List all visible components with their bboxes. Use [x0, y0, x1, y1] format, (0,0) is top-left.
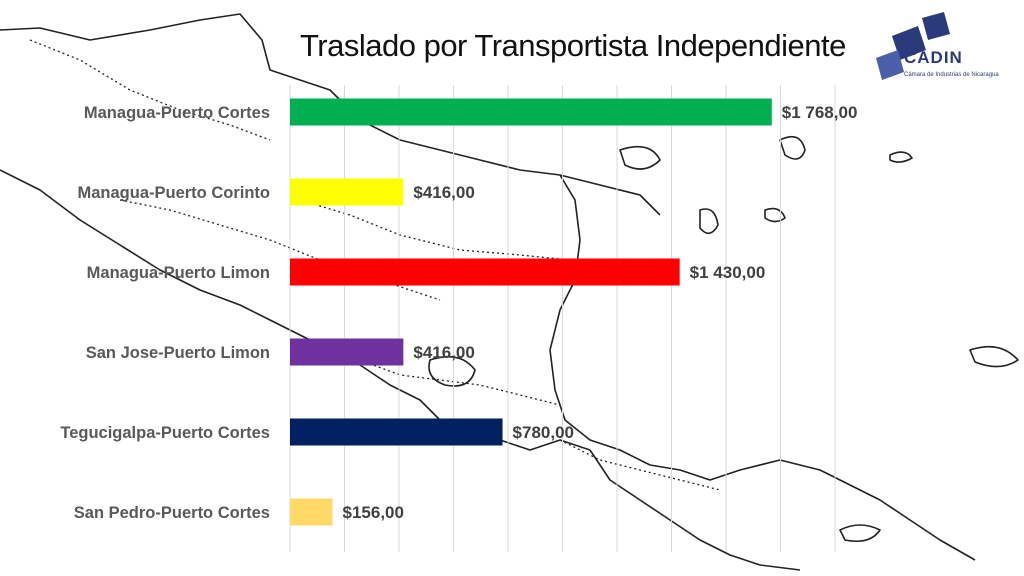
bar-2 — [290, 258, 680, 286]
value-label-4: $780,00 — [513, 423, 574, 442]
map-coastline-east — [549, 174, 976, 561]
value-label-5: $156,00 — [343, 503, 404, 522]
logo-subtitle: Cámara de Industrias de Nicaragua — [904, 72, 999, 78]
bar-1 — [290, 178, 404, 206]
map-border-5 — [559, 439, 721, 491]
cadin-logo — [876, 12, 950, 80]
category-label-3: San Jose-Puerto Limon — [86, 344, 270, 362]
map-island-5 — [764, 207, 786, 223]
category-label-1: Managua-Puerto Corinto — [78, 184, 271, 202]
map-coastline-south — [589, 449, 801, 571]
value-label-0: $1 768,00 — [782, 103, 858, 122]
bar-4 — [290, 418, 503, 446]
map-lake — [428, 355, 476, 387]
bar-5 — [290, 498, 333, 526]
bar-0 — [290, 98, 772, 126]
map-island-7 — [839, 524, 881, 543]
chart-category-labels: Managua-Puerto Cortes Managua-Puerto Cori… — [60, 104, 270, 522]
category-label-4: Tegucigalpa-Puerto Cortes — [60, 424, 270, 442]
map-island-3 — [619, 145, 661, 170]
value-label-1: $416,00 — [413, 183, 474, 202]
map-island-6 — [969, 345, 1019, 368]
value-label-2: $1 430,00 — [690, 263, 766, 282]
map-island-4 — [889, 151, 913, 163]
category-label-2: Managua-Puerto Limon — [87, 264, 270, 282]
logo-name: CADIN — [904, 48, 963, 67]
map-border-3 — [299, 199, 571, 261]
map-border-4 — [359, 359, 561, 406]
map-border-2 — [119, 199, 441, 301]
map-island-1 — [779, 135, 806, 160]
chart-title: Traslado por Transportista Independiente — [300, 28, 846, 63]
map-border-1 — [29, 39, 271, 141]
chart-bars — [290, 98, 772, 526]
map-island-2 — [699, 208, 719, 235]
category-label-0: Managua-Puerto Cortes — [84, 104, 270, 122]
value-label-3: $416,00 — [413, 343, 474, 362]
chart-value-labels: $1 768,00 $416,00 $1 430,00 $416,00 $780,00 $… — [343, 103, 858, 522]
bar-3 — [290, 338, 404, 366]
chart-gridlines — [289, 85, 836, 552]
category-label-5: San Pedro-Puerto Cortes — [74, 504, 270, 522]
